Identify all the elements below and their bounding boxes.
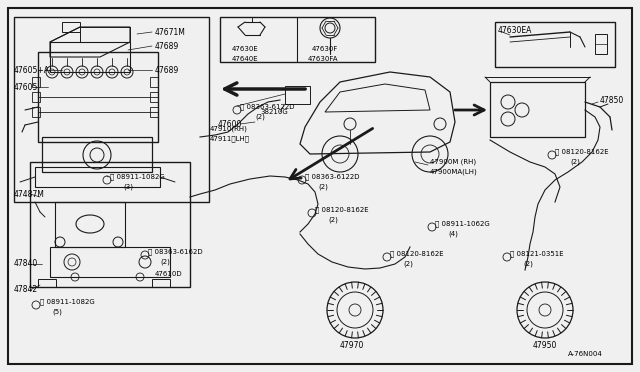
- Bar: [595, 34, 607, 54]
- Bar: [38, 279, 56, 287]
- Text: 47487M: 47487M: [14, 189, 45, 199]
- Bar: [150, 107, 158, 117]
- Bar: [495, 22, 615, 67]
- Text: Ⓝ 08121-0351E: Ⓝ 08121-0351E: [510, 251, 564, 257]
- Text: 47630FA: 47630FA: [308, 56, 339, 62]
- Bar: [50, 42, 130, 72]
- Text: 47605: 47605: [14, 83, 38, 92]
- Bar: [30, 162, 190, 287]
- Text: 47910(RH): 47910(RH): [210, 126, 248, 132]
- Text: Ⓝ 08911-1062G: Ⓝ 08911-1062G: [435, 221, 490, 227]
- Bar: [32, 107, 40, 117]
- Text: 47900MA(LH): 47900MA(LH): [430, 169, 477, 175]
- Text: (3): (3): [123, 184, 133, 190]
- Text: (2): (2): [328, 217, 338, 223]
- Text: 47605+A: 47605+A: [14, 65, 50, 74]
- Text: 47689: 47689: [155, 65, 179, 74]
- Text: 47970: 47970: [340, 340, 364, 350]
- Bar: [285, 86, 310, 104]
- Text: 47950: 47950: [533, 340, 557, 350]
- Text: Ⓢ 08363-6162D: Ⓢ 08363-6162D: [148, 249, 203, 255]
- Text: 47900M (RH): 47900M (RH): [430, 159, 476, 165]
- Text: 47630E: 47630E: [232, 46, 259, 52]
- Text: 47600: 47600: [218, 119, 243, 128]
- Text: 47671M: 47671M: [155, 28, 186, 36]
- Text: 47911〈LH〉: 47911〈LH〉: [210, 136, 250, 142]
- Text: Ⓢ 08363-6122D: Ⓢ 08363-6122D: [240, 104, 294, 110]
- Text: 38210G: 38210G: [260, 109, 288, 115]
- Bar: [62, 22, 80, 32]
- Text: Ⓝ 08911-1082G: Ⓝ 08911-1082G: [110, 174, 164, 180]
- Text: Ⓝ 08911-1082G: Ⓝ 08911-1082G: [40, 299, 95, 305]
- Text: A-76N004: A-76N004: [568, 351, 603, 357]
- Text: Ⓑ 08120-8162E: Ⓑ 08120-8162E: [315, 207, 369, 213]
- Text: (5): (5): [52, 309, 62, 315]
- Text: 47610D: 47610D: [155, 271, 182, 277]
- Text: 47640E: 47640E: [232, 56, 259, 62]
- Text: 47850: 47850: [600, 96, 624, 105]
- Bar: [150, 92, 158, 102]
- Text: (2): (2): [160, 259, 170, 265]
- Bar: [55, 202, 125, 247]
- Bar: [14, 17, 209, 202]
- Bar: [38, 52, 158, 142]
- Text: 47630F: 47630F: [312, 46, 339, 52]
- Text: Ⓝ 08120-8162E: Ⓝ 08120-8162E: [555, 149, 609, 155]
- Text: 47630EA: 47630EA: [498, 26, 532, 35]
- Text: (2): (2): [255, 114, 265, 120]
- Text: (2): (2): [318, 184, 328, 190]
- Bar: [220, 17, 375, 62]
- Bar: [32, 77, 40, 87]
- Text: (2): (2): [523, 261, 533, 267]
- Bar: [150, 77, 158, 87]
- Text: 47689: 47689: [155, 42, 179, 51]
- Bar: [35, 167, 160, 187]
- Bar: [32, 92, 40, 102]
- Bar: [42, 137, 152, 172]
- Text: 47842: 47842: [14, 285, 38, 295]
- Text: Ⓢ 08363-6122D: Ⓢ 08363-6122D: [305, 174, 360, 180]
- Text: (2): (2): [403, 261, 413, 267]
- Bar: [152, 279, 170, 287]
- Text: 47840: 47840: [14, 260, 38, 269]
- Text: (2): (2): [570, 159, 580, 165]
- Bar: [490, 82, 585, 137]
- Bar: [50, 247, 170, 277]
- Text: Ⓑ 08120-8162E: Ⓑ 08120-8162E: [390, 251, 444, 257]
- Text: (4): (4): [448, 231, 458, 237]
